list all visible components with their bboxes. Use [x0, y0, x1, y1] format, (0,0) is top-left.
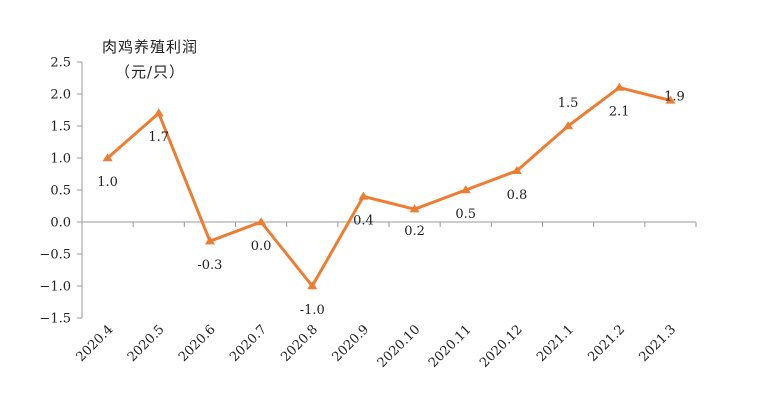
data-label: 1.0: [97, 175, 118, 190]
series-line: [106, 86, 671, 288]
data-label: 0.0: [251, 239, 272, 254]
data-label: 1.7: [148, 130, 169, 145]
y-tick-label: 0.0: [50, 216, 71, 231]
data-label: 0.4: [353, 213, 374, 228]
x-tick-label: 2021.3: [636, 322, 679, 365]
data-point-marker: [102, 153, 113, 162]
x-tick-label: 2020.6: [176, 322, 219, 365]
data-point-marker: [204, 236, 215, 245]
data-point-marker: [614, 82, 625, 91]
data-point-marker: [358, 191, 369, 200]
y-tick-label: −0.5: [39, 248, 71, 263]
data-point-marker: [256, 217, 267, 226]
data-label: -0.3: [197, 258, 222, 273]
y-tick-label: −1.5: [39, 312, 71, 327]
y-tick-label: 1.5: [50, 120, 71, 135]
x-tick-label: 2020.10: [375, 322, 424, 371]
data-label: 1.9: [664, 89, 685, 104]
data-point-marker: [563, 121, 574, 130]
x-tick-label: 2020.5: [125, 322, 168, 365]
x-tick-label: 2020.7: [227, 322, 270, 365]
data-label: 0.5: [455, 207, 476, 222]
y-axis-title: 肉鸡养殖利润 （元/只）: [102, 38, 198, 81]
y-tick-label: 2.5: [50, 56, 71, 71]
x-tick-label: 2020.11: [426, 322, 475, 371]
x-tick-label: 2020.12: [477, 322, 526, 371]
data-point-marker: [511, 166, 522, 174]
data-labels: 1.0 1.7 -0.3 0.0 -1.0 0.4 0.2 0.5 0.8 1.5 2.1 1.9: [97, 89, 685, 318]
y-tick-label: 0.5: [50, 184, 71, 199]
data-point-marker: [460, 185, 471, 194]
x-tick-label: 2020.8: [278, 322, 321, 365]
data-label: 1.5: [558, 96, 579, 111]
data-point-marker: [153, 108, 164, 117]
x-tick-label: 2020.9: [329, 322, 372, 365]
y-ticks: 2.5 2.0 1.5 1.0 0.5 0.0 −0.5 −1.0 −1.5: [39, 56, 82, 327]
x-ticks: 2020.4 2020.5 2020.6 2020.7 2020.8 2020.9 2020…: [74, 222, 697, 371]
series: [102, 82, 676, 290]
y-tick-label: −1.0: [39, 280, 71, 295]
data-label: 0.8: [507, 188, 528, 203]
data-label: 2.1: [609, 105, 630, 120]
x-tick-label: 2021.1: [534, 322, 577, 365]
y-tick-label: 2.0: [50, 88, 71, 103]
x-tick-label: 2021.2: [585, 322, 628, 365]
data-point-marker: [665, 95, 676, 104]
data-point-marker: [409, 204, 420, 213]
y-axis-title-line1: 肉鸡养殖利润: [102, 38, 198, 56]
data-point-marker: [307, 281, 318, 290]
y-axis-title-line2: （元/只）: [115, 63, 185, 81]
data-label: -1.0: [300, 303, 325, 318]
y-tick-label: 1.0: [50, 152, 71, 167]
data-label: 0.2: [404, 224, 425, 239]
x-tick-label: 2020.4: [74, 322, 117, 365]
